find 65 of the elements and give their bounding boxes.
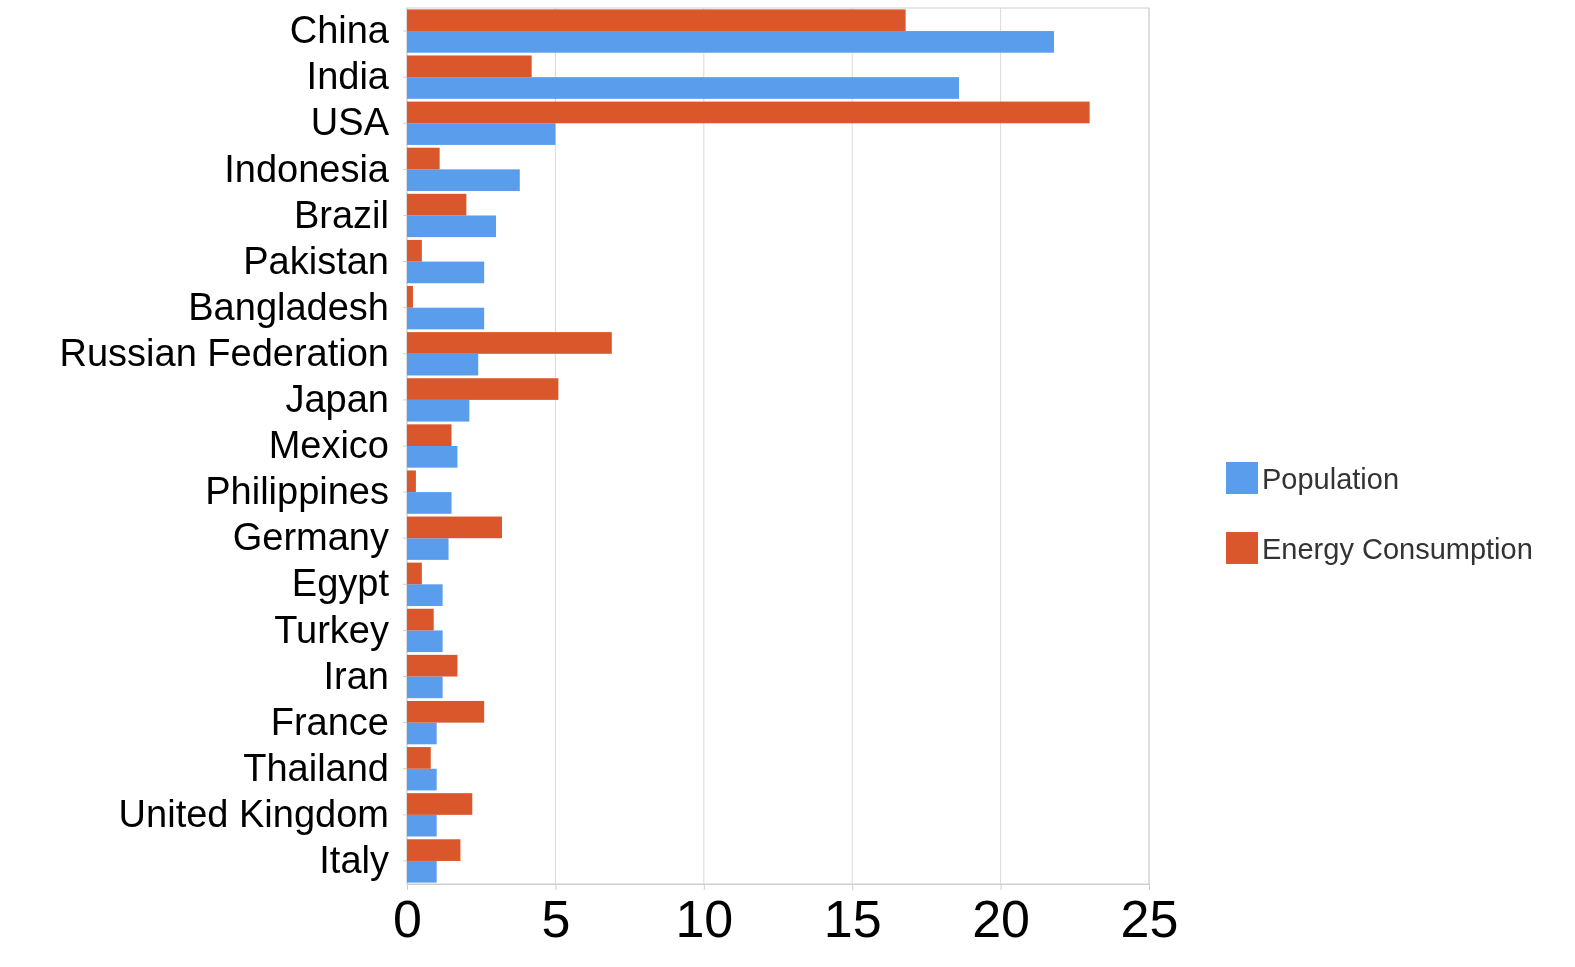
y-tick-label: Mexico (268, 424, 389, 467)
bar (407, 239, 422, 262)
bar (407, 193, 467, 216)
bar (407, 31, 1055, 53)
bar (407, 700, 485, 723)
bar (407, 77, 960, 99)
bar (407, 562, 422, 585)
x-tick-label: 25 (1120, 889, 1179, 948)
bar (407, 538, 449, 560)
x-tick-label: 20 (972, 889, 1031, 948)
bar (407, 169, 520, 192)
bar (407, 123, 556, 145)
bar (407, 147, 440, 170)
x-tick-label: 10 (675, 889, 734, 948)
y-tick-label: Indonesia (224, 147, 390, 190)
y-tick-label: Philippines (205, 470, 389, 513)
y-tick-label: United Kingdom (118, 793, 389, 835)
y-tick-label: India (306, 55, 390, 98)
y-tick-label: Iran (323, 654, 389, 697)
bar (407, 399, 470, 422)
bar (407, 9, 906, 32)
y-tick-label: Germany (232, 516, 389, 559)
y-tick-label: Thailand (243, 746, 389, 789)
bar (407, 584, 443, 606)
y-tick-label: Egypt (291, 562, 390, 605)
bar (407, 424, 452, 446)
bar (407, 307, 485, 330)
y-tick-label: Italy (319, 839, 389, 882)
y-tick-label: China (289, 9, 390, 52)
bar (407, 793, 473, 815)
y-tick-label: Japan (285, 378, 389, 421)
y-tick-label: France (270, 700, 389, 743)
bar (407, 353, 479, 376)
bar (407, 516, 502, 539)
bar (407, 492, 452, 514)
bar (407, 630, 443, 653)
bar (407, 768, 437, 791)
bar (407, 839, 461, 861)
bar (407, 101, 1090, 124)
bar (407, 446, 458, 468)
legend-label: Energy Consumption (1262, 533, 1533, 565)
y-tick-label: Brazil (293, 193, 389, 236)
bar (407, 215, 497, 238)
bar (407, 378, 559, 400)
y-tick-label: Russian Federation (59, 331, 389, 374)
bar (407, 55, 532, 78)
x-tick-label: 0 (393, 889, 422, 948)
bar (407, 860, 437, 883)
y-tick-label: Pakistan (243, 239, 389, 282)
bar (407, 286, 413, 308)
bar (407, 470, 416, 493)
bar (407, 722, 437, 745)
y-tick-label: Bangladesh (188, 285, 389, 328)
bar (407, 332, 612, 354)
bar (407, 747, 431, 769)
bar (407, 676, 443, 699)
x-tick-label: 15 (823, 889, 882, 948)
x-tick-label: 5 (541, 889, 571, 948)
y-tick-label: USA (310, 101, 390, 144)
bar (407, 608, 434, 631)
bar (407, 814, 437, 837)
bar (407, 654, 458, 677)
y-tick-label: Turkey (274, 608, 389, 651)
legend-label: Population (1262, 463, 1400, 495)
bar (407, 261, 485, 284)
